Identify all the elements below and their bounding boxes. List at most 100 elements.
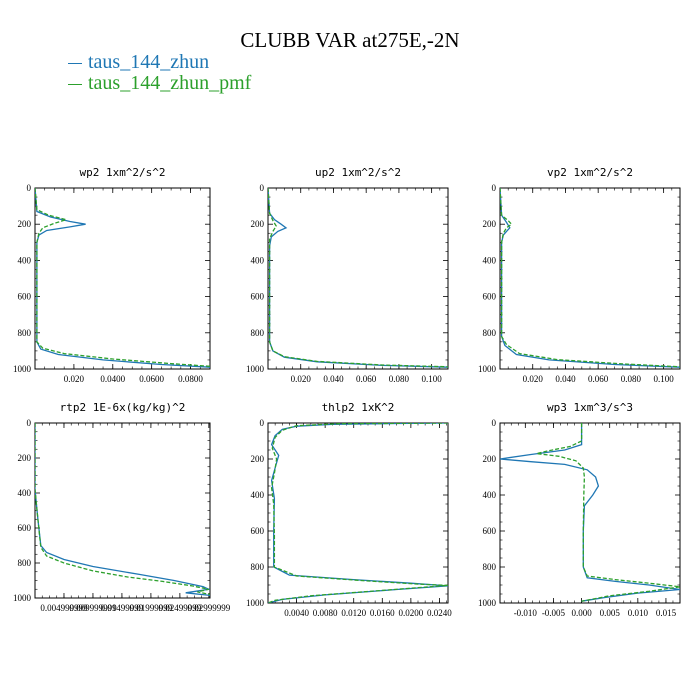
legend-entry-zhun: taus_144_zhun [68, 52, 251, 73]
x-tick-label: 0.0120 [341, 608, 366, 618]
x-tick-label: 0.0080 [313, 608, 338, 618]
subplot-title: rtp2 1E-6x(kg/kg)^2 [60, 401, 186, 414]
subplot-4: rtp2 1E-6x(kg/kg)^2 0 200 400 600 800 1000 0.00… [13, 401, 231, 613]
subplot-title: vp2 1xm^2/s^2 [547, 166, 633, 179]
series-line-zhun-pmf [268, 423, 448, 603]
x-tick-label: 0.02999999 [187, 603, 230, 613]
y-tick-label: 400 [18, 488, 32, 498]
x-tick-label: 0.060 [588, 374, 609, 384]
y-tick-label: 1000 [246, 598, 265, 608]
x-tick-label: 0.005 [600, 608, 621, 618]
subplot-title: up2 1xm^2/s^2 [315, 166, 401, 179]
x-tick-label: -0.005 [542, 608, 566, 618]
x-tick-label: 0.01499999 [101, 603, 144, 613]
y-tick-label: 200 [483, 219, 497, 229]
subplot-title: wp2 1xm^2/s^2 [79, 166, 165, 179]
y-tick-label: 400 [483, 490, 497, 500]
legend-line-zhun-pmf [68, 84, 82, 85]
subplot-3: vp2 1xm^2/s^2 0 200 400 600 800 1000 0.020 0.040… [478, 166, 681, 384]
y-tick-label: 800 [251, 328, 265, 338]
x-tick-label: 0.020 [523, 374, 544, 384]
x-tick-label: 0.000 [571, 608, 592, 618]
y-tick-label: 400 [483, 255, 497, 265]
x-tick-label: 0.01999999 [130, 603, 173, 613]
y-tick-label: 0 [492, 183, 497, 193]
series-line-zhun [500, 423, 680, 602]
y-tick-label: 800 [483, 328, 497, 338]
x-tick-label: 0.080 [621, 374, 642, 384]
y-tick-label: 200 [251, 219, 265, 229]
plot-frame [499, 187, 681, 370]
plot-frame [34, 187, 211, 370]
series-line-zhun-pmf [500, 188, 680, 368]
legend-entry-zhun-pmf: taus_144_zhun_pmf [68, 73, 251, 94]
x-tick-label: 0.040 [323, 374, 344, 384]
y-tick-label: 200 [18, 453, 32, 463]
y-tick-label: 600 [251, 526, 265, 536]
x-tick-label: 0.100 [422, 374, 443, 384]
x-tick-label: 0.080 [389, 374, 410, 384]
subplot-2: up2 1xm^2/s^2 0 200 400 600 800 1000 0.020 0.040… [246, 166, 449, 384]
y-tick-label: 600 [483, 526, 497, 536]
y-tick-label: 200 [18, 219, 32, 229]
y-tick-label: 600 [18, 523, 32, 533]
series-line-zhun [35, 188, 210, 368]
series-line-zhun-pmf [35, 423, 210, 596]
y-tick-label: 0 [260, 183, 265, 193]
x-tick-label: 0.060 [356, 374, 377, 384]
subplot-title: thlp2 1xK^2 [322, 401, 395, 414]
y-tick-label: 800 [18, 328, 32, 338]
legend-label-zhun-pmf: taus_144_zhun_pmf [88, 72, 252, 94]
x-tick-label: 0.040 [555, 374, 576, 384]
series-line-zhun-pmf [268, 188, 448, 368]
legend: taus_144_zhun taus_144_zhun_pmf [68, 52, 251, 94]
x-tick-label: 0.015 [656, 608, 677, 618]
x-tick-label: 0.020 [291, 374, 312, 384]
series-line-zhun [500, 188, 680, 368]
y-tick-label: 400 [18, 255, 32, 265]
x-tick-label: 0.004999999 [40, 603, 88, 613]
subplot-6: wp3 1xm^3/s^3 0 200 400 600 800 1000 -0.010 -0.0… [478, 401, 681, 618]
legend-label-zhun: taus_144_zhun [88, 51, 210, 73]
y-tick-label: 800 [18, 558, 32, 568]
x-tick-label: -0.010 [514, 608, 538, 618]
y-tick-label: 1000 [246, 364, 265, 374]
y-tick-label: 800 [483, 562, 497, 572]
y-tick-label: 0 [27, 183, 32, 193]
plot-frame [267, 187, 449, 370]
y-tick-label: 0 [492, 418, 497, 428]
y-tick-label: 600 [18, 292, 32, 302]
y-tick-label: 200 [251, 454, 265, 464]
x-tick-label: 0.0240 [427, 608, 452, 618]
y-tick-label: 600 [483, 292, 497, 302]
series-line-zhun [35, 423, 210, 597]
y-tick-label: 0 [27, 418, 32, 428]
x-tick-label: 0.009999999 [69, 603, 117, 613]
subplot-title: wp3 1xm^3/s^3 [547, 401, 633, 414]
subplot-1: wp2 1xm^2/s^2 0 200 400 600 800 1000 0.020 0.040… [13, 166, 211, 384]
subplot-5: thlp2 1xK^2 0 200 400 600 800 1000 0.0040 0.0080… [246, 401, 452, 618]
x-tick-label: 0.02499999 [158, 603, 201, 613]
x-tick-label: 0.0800 [178, 374, 203, 384]
figure-title: CLUBB VAR at275E,-2N [240, 28, 460, 52]
series-line-zhun-pmf [35, 188, 210, 367]
y-tick-label: 600 [251, 292, 265, 302]
y-tick-label: 400 [251, 255, 265, 265]
y-tick-label: 1000 [478, 598, 497, 608]
y-tick-label: 0 [260, 418, 265, 428]
y-tick-label: 1000 [13, 364, 32, 374]
y-tick-label: 800 [251, 562, 265, 572]
x-tick-label: 0.0160 [370, 608, 395, 618]
plot-frame [499, 422, 681, 604]
x-tick-label: 0.020 [64, 374, 85, 384]
x-tick-label: 0.0600 [139, 374, 164, 384]
legend-line-zhun [68, 63, 82, 64]
x-tick-label: 0.0200 [398, 608, 423, 618]
x-tick-label: 0.010 [628, 608, 649, 618]
y-tick-label: 200 [483, 454, 497, 464]
series-line-zhun-pmf [536, 423, 680, 602]
x-tick-label: 0.100 [654, 374, 675, 384]
series-line-zhun [268, 188, 448, 368]
y-tick-label: 1000 [13, 593, 32, 603]
